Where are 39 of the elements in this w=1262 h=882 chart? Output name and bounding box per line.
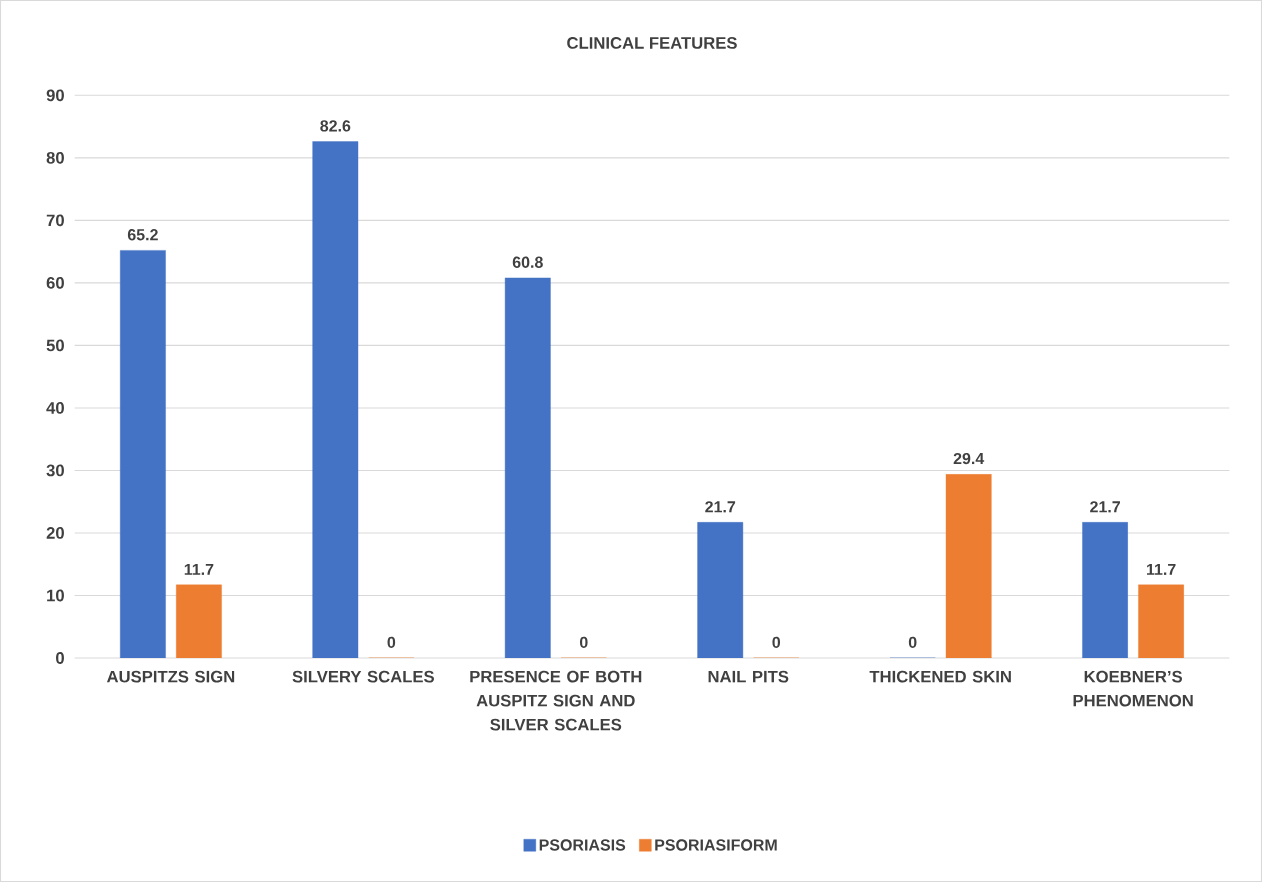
- x-tick-label: THICKENED SKIN: [869, 670, 1011, 683]
- bar: [1138, 584, 1184, 658]
- bar: [504, 277, 551, 658]
- data-label: 82.6: [320, 120, 351, 132]
- x-tick-label: PRESENCE OF BOTH AUSPITZ SIGN AND SILVER SCALES: [470, 670, 642, 731]
- y-tick-label: 70: [46, 214, 64, 227]
- y-tick-label: 50: [46, 339, 64, 352]
- y-tick-label: 20: [46, 527, 64, 539]
- y-tick-label: 90: [46, 89, 64, 102]
- data-label: 11.7: [184, 563, 214, 575]
- data-label: 0: [908, 636, 917, 649]
- y-tick-label: 0: [56, 652, 64, 664]
- data-label: 11.7: [1147, 563, 1176, 575]
- y-tick-label: 10: [47, 589, 64, 602]
- x-tick-label: SILVERY SCALES: [292, 670, 434, 683]
- data-label: 0: [579, 636, 588, 649]
- data-label: 65.2: [127, 229, 158, 241]
- y-tick-label: 40: [46, 402, 64, 414]
- chart-title: CLINICAL FEATURES: [567, 37, 737, 49]
- bar: [312, 141, 359, 658]
- data-label: 60.8: [512, 256, 543, 268]
- data-label: 21.7: [1090, 501, 1120, 513]
- data-label: 29.4: [953, 452, 985, 465]
- x-tick-label: AUSPITZS SIGN: [106, 670, 235, 683]
- bar: [176, 584, 222, 658]
- bar: [697, 522, 744, 658]
- legend-label: PSORIASIFORM: [655, 839, 777, 851]
- y-tick-label: 60: [46, 277, 64, 289]
- data-label: 21.7: [705, 501, 736, 513]
- bar: [1082, 522, 1128, 658]
- bar: [120, 250, 166, 658]
- bar: [945, 473, 992, 658]
- y-tick-label: 80: [46, 151, 64, 164]
- data-label: 0: [387, 636, 396, 649]
- y-tick-label: 30: [46, 464, 64, 477]
- legend-label: PSORIASIS: [539, 839, 626, 851]
- x-tick-label: KOEBNER’S PHENOMENON: [1073, 670, 1193, 707]
- x-tick-label: NAIL PITS: [708, 670, 789, 683]
- data-label: 0: [772, 636, 781, 649]
